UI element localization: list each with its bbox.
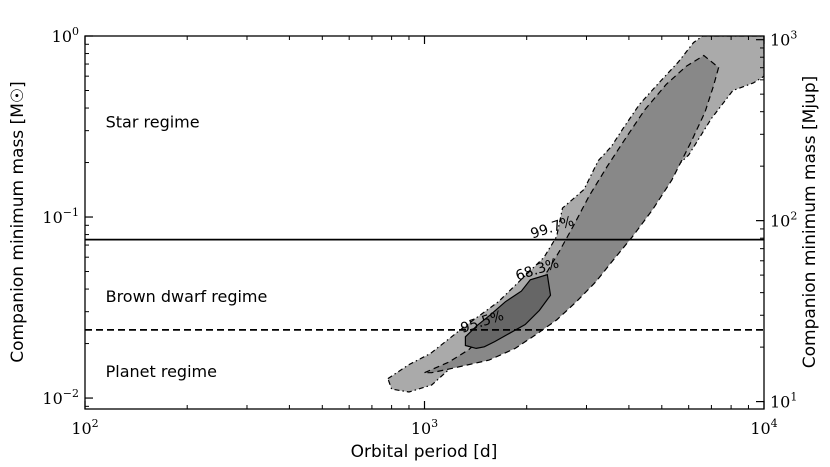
x-axis-ticks: 102 103 104	[71, 36, 778, 438]
regime-label-1: Star regime	[106, 113, 200, 132]
y-axis-ticks: 10−2 10−1 100	[42, 25, 93, 408]
x-tick-label: 103	[411, 417, 438, 438]
y-tick-label: 100	[52, 25, 79, 46]
y2-tick-label: 103	[770, 29, 797, 50]
y-tick-label: 10−2	[42, 387, 79, 408]
regime-labels: Star regime Brown dwarf regime Planet regi…	[106, 113, 268, 382]
x-axis-label: Orbital period [d]	[351, 442, 498, 462]
regime-label-3: Planet regime	[106, 362, 217, 381]
x-tick-label: 104	[750, 417, 777, 438]
y2-tick-label: 102	[770, 210, 797, 231]
x-tick-label: 102	[71, 417, 98, 438]
regime-boundaries	[85, 238, 764, 331]
regime-label-2: Brown dwarf regime	[106, 287, 268, 306]
y-tick-label: 10−1	[42, 206, 79, 227]
y2-axis-ticks: 101 102 103	[756, 29, 797, 412]
contour-regions	[387, 36, 764, 393]
y-axis-label: Companion minimum mass [M☉]	[8, 81, 28, 362]
y2-axis-label: Companion minimum mass [Mjup]	[800, 76, 820, 369]
y2-tick-label: 101	[770, 391, 797, 412]
